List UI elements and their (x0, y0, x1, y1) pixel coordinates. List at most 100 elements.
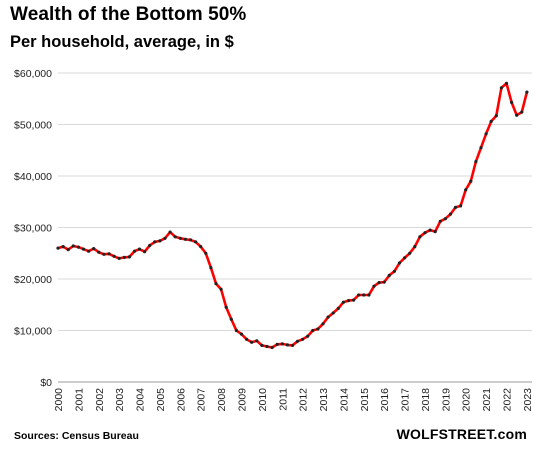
data-point (250, 340, 254, 344)
data-point (499, 86, 503, 90)
data-point (336, 306, 340, 310)
data-point (372, 284, 376, 288)
y-tick-label: $50,000 (14, 120, 52, 132)
data-point (453, 205, 458, 209)
data-point (494, 114, 498, 118)
chart-subtitle: Per household, average, in $ (10, 33, 234, 51)
data-point (515, 113, 519, 117)
x-tick-label: 2020 (461, 388, 473, 412)
data-point (117, 256, 121, 260)
data-point (382, 280, 386, 284)
data-point (331, 311, 335, 315)
series-line (57, 82, 529, 349)
data-point (290, 343, 295, 347)
data-point (295, 339, 300, 343)
data-point (341, 300, 345, 304)
data-point (377, 281, 381, 285)
data-point (423, 231, 427, 235)
y-tick-label: $20,000 (14, 274, 52, 286)
data-point (311, 328, 315, 333)
data-point (469, 179, 473, 183)
data-point (148, 243, 152, 248)
data-point (143, 250, 147, 254)
data-point (178, 236, 182, 240)
data-point (255, 339, 259, 343)
data-point (367, 293, 371, 297)
data-point (428, 228, 432, 232)
x-tick-label: 2018 (420, 388, 432, 412)
y-tick-label: $40,000 (14, 171, 52, 183)
data-point (71, 244, 75, 248)
data-point (316, 327, 320, 331)
data-point (525, 90, 529, 94)
data-point (76, 245, 80, 249)
data-point (168, 230, 172, 234)
data-point (163, 236, 167, 240)
x-tick-label: 2006 (175, 388, 187, 412)
data-point (224, 305, 228, 309)
source-note: Sources: Census Bureau (14, 430, 139, 442)
x-tick-label: 2010 (257, 388, 269, 412)
data-point (209, 266, 213, 270)
data-point (275, 342, 279, 346)
data-point (87, 249, 91, 253)
data-point (484, 132, 488, 136)
data-point (504, 81, 509, 85)
x-tick-label: 2001 (73, 388, 85, 412)
data-point (260, 343, 264, 347)
data-point (346, 299, 351, 303)
data-point (433, 230, 437, 234)
data-point (520, 110, 524, 114)
data-point (219, 287, 223, 291)
data-point (137, 247, 142, 251)
data-point (97, 250, 101, 254)
data-point (107, 252, 111, 256)
data-point (362, 293, 366, 297)
data-point (474, 160, 478, 164)
x-tick-label: 2007 (196, 388, 208, 412)
data-point (102, 252, 106, 256)
x-tick-label: 2016 (379, 388, 391, 412)
data-point (173, 235, 177, 239)
data-point (280, 342, 284, 346)
data-point (357, 293, 361, 297)
x-tick-label: 2013 (318, 388, 330, 412)
data-point (392, 269, 396, 273)
y-tick-label: $30,000 (14, 223, 52, 235)
data-point (301, 337, 305, 341)
y-tick-label: $10,000 (14, 326, 52, 338)
data-point (510, 100, 514, 104)
data-point (321, 322, 325, 326)
data-point (270, 345, 274, 350)
y-tick-label: $0 (40, 377, 52, 389)
data-point (158, 239, 162, 243)
data-point (306, 334, 310, 338)
data-point (229, 317, 233, 321)
x-tick-label: 2021 (481, 388, 493, 412)
data-point (112, 254, 116, 258)
data-point (239, 332, 244, 336)
data-point (127, 255, 131, 259)
data-point (153, 240, 157, 244)
data-point (479, 146, 483, 150)
x-tick-label: 2002 (94, 388, 106, 412)
data-point (448, 212, 453, 216)
data-point (413, 245, 417, 249)
data-point (443, 217, 447, 221)
data-point (459, 204, 463, 208)
data-point (265, 344, 269, 349)
x-tick-label: 2003 (114, 388, 126, 412)
data-point (403, 256, 407, 260)
data-point (326, 315, 330, 319)
data-point (464, 188, 468, 192)
data-point (214, 282, 218, 286)
data-point (438, 219, 442, 223)
x-tick-label: 2015 (359, 388, 371, 412)
data-point (352, 298, 356, 302)
data-point (81, 247, 86, 251)
x-tick-label: 2017 (400, 388, 412, 412)
x-tick-label: 2004 (135, 388, 147, 412)
data-point (183, 237, 187, 241)
x-tick-label: 2000 (53, 388, 65, 412)
